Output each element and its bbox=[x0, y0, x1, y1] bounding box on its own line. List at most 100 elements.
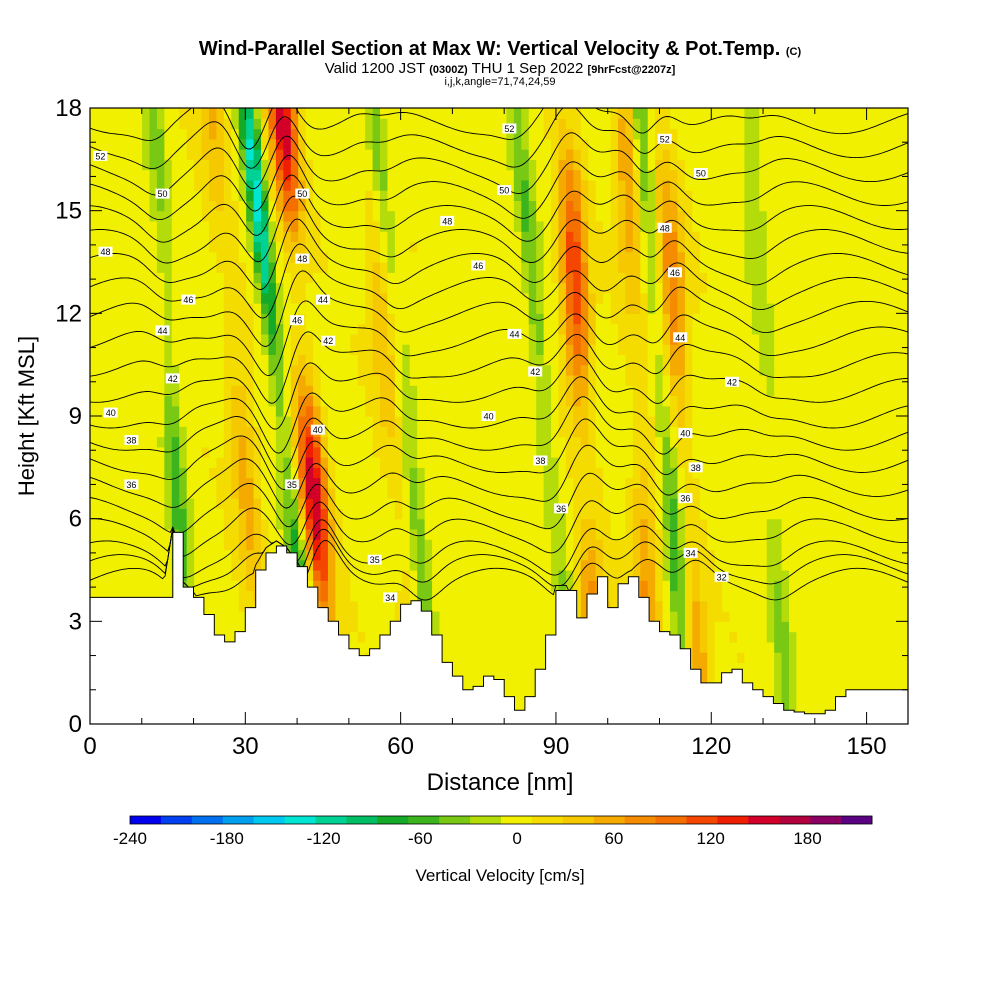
field-cell bbox=[305, 426, 314, 438]
field-cell bbox=[662, 313, 671, 325]
field-cell bbox=[350, 251, 359, 263]
field-cell bbox=[409, 313, 418, 325]
field-cell bbox=[149, 539, 158, 551]
field-cell bbox=[551, 344, 560, 355]
field-cell bbox=[662, 416, 671, 427]
field-cell bbox=[543, 580, 552, 592]
field-cell bbox=[298, 559, 307, 571]
chart-subtitle: Valid 1200 JST (0300Z) THU 1 Sep 2022 [9… bbox=[0, 60, 1000, 77]
field-cell bbox=[372, 416, 381, 427]
field-cell bbox=[127, 251, 136, 263]
field-cell bbox=[692, 631, 701, 643]
field-cell bbox=[536, 333, 545, 345]
field-cell bbox=[313, 549, 322, 561]
field-cell bbox=[246, 600, 255, 612]
field-cell bbox=[536, 395, 545, 407]
field-cell bbox=[558, 231, 567, 243]
field-cell bbox=[179, 159, 188, 171]
field-cell bbox=[164, 231, 173, 243]
field-cell bbox=[491, 426, 500, 438]
field-cell bbox=[194, 508, 203, 520]
field-cell bbox=[469, 467, 478, 479]
field-cell bbox=[595, 241, 604, 253]
field-cell bbox=[610, 303, 619, 314]
field-cell bbox=[588, 385, 597, 397]
field-cell bbox=[246, 395, 255, 407]
field-cell bbox=[513, 231, 522, 243]
field-cell bbox=[640, 323, 649, 335]
field-cell bbox=[142, 405, 151, 417]
field-cell bbox=[521, 220, 530, 232]
field-cell bbox=[409, 446, 418, 458]
field-cell bbox=[610, 292, 619, 304]
field-cell bbox=[365, 446, 374, 458]
field-cell bbox=[142, 200, 151, 212]
field-cell bbox=[164, 436, 173, 448]
field-cell bbox=[112, 262, 121, 273]
field-cell bbox=[513, 313, 522, 325]
field-cell bbox=[677, 611, 686, 622]
field-cell bbox=[610, 508, 619, 520]
field-cell bbox=[313, 498, 322, 509]
field-cell bbox=[580, 559, 589, 571]
field-cell bbox=[692, 200, 701, 212]
field-cell bbox=[461, 169, 470, 181]
field-cell bbox=[454, 323, 463, 335]
field-cell bbox=[670, 580, 679, 592]
field-cell bbox=[617, 262, 627, 273]
field-cell bbox=[699, 600, 708, 612]
field-cell bbox=[327, 128, 336, 140]
field-cell bbox=[275, 508, 284, 520]
field-cell bbox=[655, 292, 664, 304]
field-cell bbox=[149, 190, 158, 201]
field-cell bbox=[684, 323, 693, 335]
field-cell bbox=[231, 149, 240, 160]
field-cell bbox=[499, 539, 508, 551]
field-cell bbox=[387, 138, 396, 150]
field-cell bbox=[565, 241, 574, 253]
field-cell bbox=[194, 210, 203, 222]
field-cell bbox=[625, 426, 634, 438]
field-cell bbox=[439, 652, 448, 663]
field-cell bbox=[513, 570, 522, 581]
field-cell bbox=[283, 467, 292, 479]
field-cell bbox=[97, 231, 106, 243]
field-cell bbox=[625, 518, 634, 530]
field-cell bbox=[513, 395, 522, 407]
field-cell bbox=[350, 282, 359, 294]
field-cell bbox=[409, 436, 418, 448]
field-cell bbox=[684, 303, 693, 314]
field-cell bbox=[134, 169, 143, 181]
field-cell bbox=[617, 179, 627, 191]
field-cell bbox=[446, 220, 455, 232]
field-cell bbox=[662, 621, 671, 633]
field-cell bbox=[446, 508, 455, 520]
field-cell bbox=[387, 118, 396, 130]
field-cell bbox=[424, 220, 433, 232]
field-cell bbox=[216, 179, 225, 191]
field-cell bbox=[268, 138, 277, 150]
field-cell bbox=[461, 682, 470, 694]
field-cell bbox=[655, 179, 664, 191]
field-cell bbox=[469, 313, 478, 325]
field-cell bbox=[201, 190, 210, 201]
field-cell bbox=[387, 262, 396, 273]
field-cell bbox=[112, 374, 121, 386]
field-cell bbox=[372, 333, 381, 345]
field-cell bbox=[394, 374, 403, 386]
field-cell bbox=[536, 416, 545, 427]
field-cell bbox=[142, 179, 151, 191]
field-cell bbox=[261, 303, 270, 314]
field-cell bbox=[119, 426, 128, 438]
field-cell bbox=[684, 405, 693, 417]
field-cell bbox=[536, 220, 545, 232]
field-cell bbox=[469, 600, 478, 612]
field-cell bbox=[424, 200, 433, 212]
field-cell bbox=[320, 498, 329, 509]
field-cell bbox=[380, 426, 389, 438]
field-cell bbox=[647, 405, 656, 417]
field-cell bbox=[692, 313, 701, 325]
field-cell bbox=[97, 405, 106, 417]
field-cell bbox=[491, 662, 500, 674]
field-cell bbox=[536, 426, 545, 438]
